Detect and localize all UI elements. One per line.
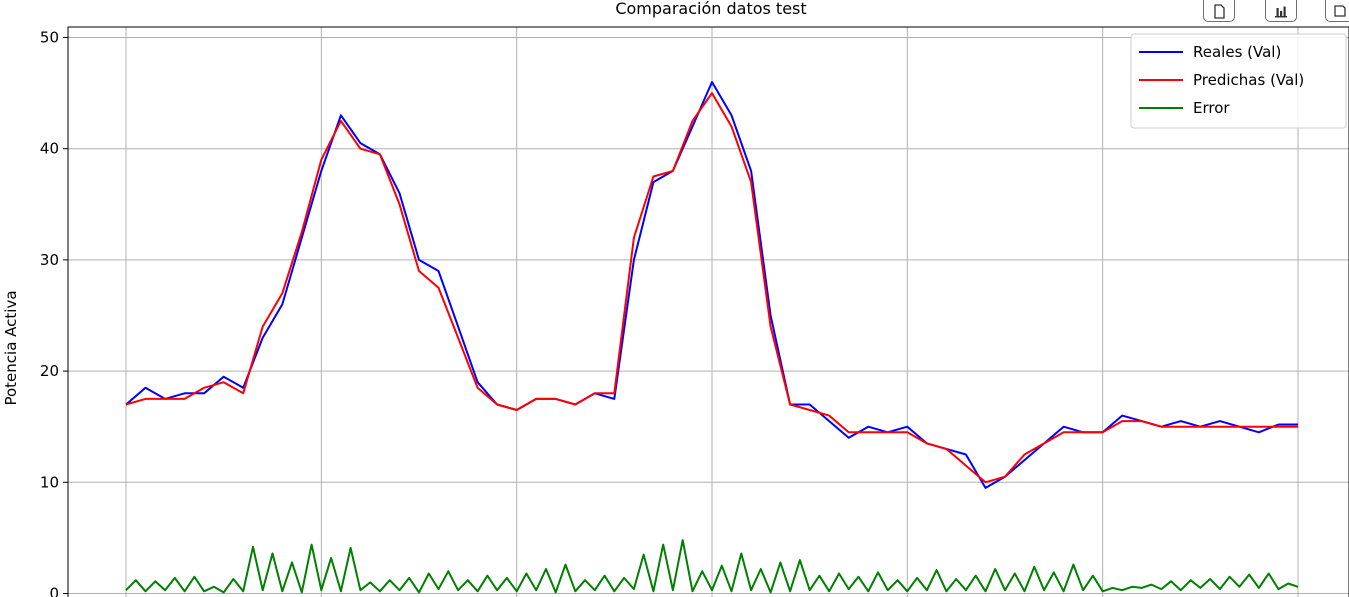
document-icon: [1214, 4, 1225, 19]
y-tick-label: 30: [40, 251, 59, 269]
chart-title: Comparación datos test: [615, 0, 806, 18]
y-axis-label: Potencia Activa: [2, 290, 20, 405]
series-line-1: [125, 92, 1298, 484]
bar-chart-button[interactable]: [1265, 0, 1297, 22]
y-tick-label: 20: [40, 362, 59, 380]
series-layer: [125, 81, 1299, 594]
legend: Reales (Val) Predichas (Val) Error: [1130, 33, 1347, 129]
legend-label: Reales (Val): [1193, 43, 1281, 61]
legend-box: [1130, 33, 1347, 129]
bar-chart-icon: [1275, 6, 1287, 18]
document-button[interactable]: [1203, 0, 1235, 22]
y-tick-label: 50: [40, 29, 59, 47]
y-tick-label: 10: [40, 473, 59, 491]
legend-label: Predichas (Val): [1193, 71, 1304, 89]
save-button[interactable]: [1325, 0, 1349, 22]
plot-frame: [67, 26, 1349, 597]
legend-label: Error: [1193, 99, 1230, 117]
y-tick-label: 0: [49, 585, 59, 597]
series-line-2: [125, 539, 1299, 594]
save-icon: [1334, 5, 1346, 17]
y-axis-ticks: 0 10 20 30 40 50: [40, 29, 68, 597]
y-tick-label: 40: [40, 140, 59, 158]
